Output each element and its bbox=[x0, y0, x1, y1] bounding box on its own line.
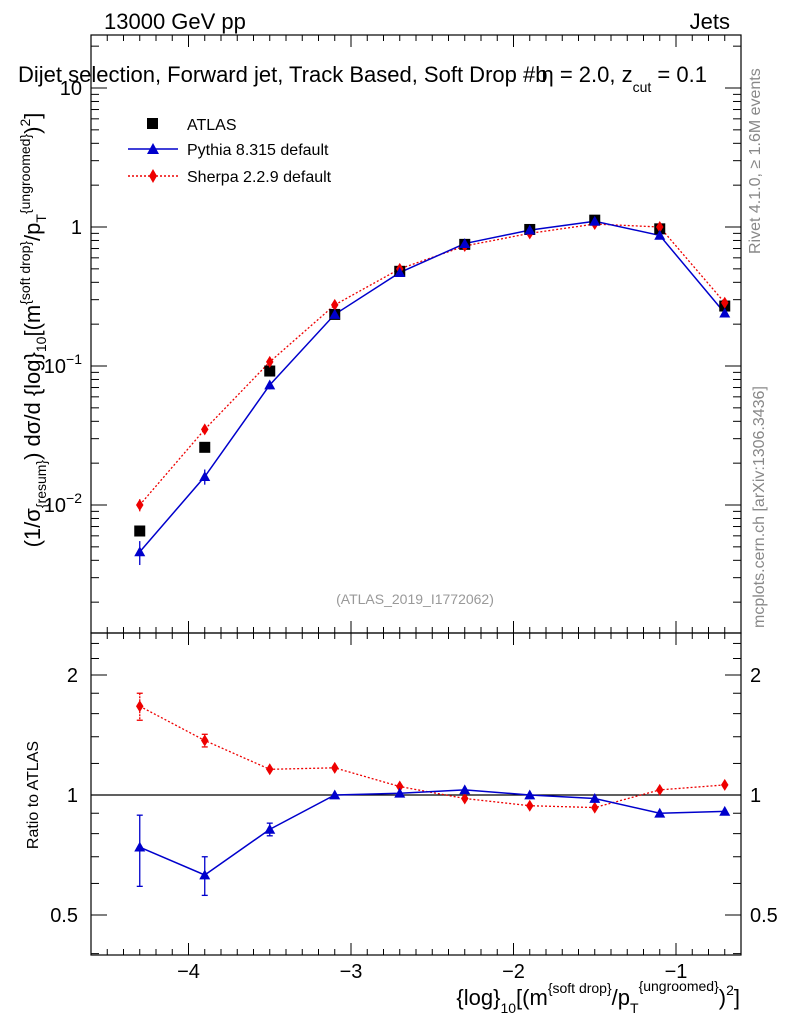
legend-atlas-label: ATLAS bbox=[187, 117, 237, 134]
pythia-ratio-point bbox=[719, 805, 731, 816]
y-tick-label-ratio-right: 1 bbox=[750, 785, 761, 807]
sherpa-ratio-point bbox=[656, 783, 664, 796]
sherpa-ratio-point bbox=[526, 799, 534, 812]
legend-pythia-label: Pythia 8.315 default bbox=[187, 142, 329, 159]
pythia-ratio-point bbox=[524, 789, 536, 800]
sherpa-data-point bbox=[201, 423, 209, 436]
x-tick-label: −1 bbox=[665, 961, 688, 983]
pythia-ratio-point bbox=[459, 784, 471, 795]
legend-sherpa-label: Sherpa 2.2.9 default bbox=[187, 169, 332, 186]
pythia-ratio-point bbox=[394, 787, 406, 798]
y-tick-label-main: 10 bbox=[60, 78, 82, 100]
pythia-data-point bbox=[134, 546, 146, 557]
y-tick-label-ratio: 2 bbox=[67, 665, 78, 687]
pythia-ratio-point bbox=[329, 789, 341, 800]
sherpa-ratio-point bbox=[396, 780, 404, 793]
x-tick-label: −2 bbox=[502, 961, 525, 983]
legend: ATLAS Pythia 8.315 default Sherpa 2.2.9 … bbox=[128, 117, 332, 186]
x-tick-label: −4 bbox=[177, 961, 200, 983]
pythia-data-point bbox=[329, 308, 341, 319]
y-tick-label-ratio-right: 0.5 bbox=[750, 905, 778, 927]
atlas-data-point bbox=[264, 365, 276, 377]
axis-tick-labels: −4 −3 −2 −1 10−2 10−1 1 10 0.5 0.5 1 1 2 2 bbox=[44, 78, 778, 983]
main-y-axis-label: (1/σ{resum}) dσ/d {log}10[(m{soft drop}/… bbox=[17, 113, 49, 548]
rivet-version-label: Rivet 4.1.0, ≥ 1.6M events bbox=[747, 68, 764, 254]
pythia-data-point bbox=[589, 215, 601, 226]
sherpa-ratio-point bbox=[136, 700, 144, 713]
pythia-data-point bbox=[264, 379, 276, 390]
pythia-ratio-line bbox=[139, 789, 725, 876]
legend-atlas-marker bbox=[147, 118, 158, 129]
x-axis-label: {log}10[(m{soft drop}/pT{ungroomed})2] bbox=[456, 978, 740, 1016]
sherpa-ratio-point bbox=[721, 778, 729, 791]
y-tick-label-ratio-right: 2 bbox=[750, 665, 761, 687]
legend-sherpa-marker bbox=[149, 169, 157, 183]
pythia-ratio-point bbox=[134, 841, 146, 852]
pythia-data-point bbox=[524, 224, 536, 235]
pythia-ratio-point bbox=[199, 869, 211, 880]
sherpa-ratio-line bbox=[139, 705, 725, 809]
atlas-data-point bbox=[199, 441, 211, 453]
header-tag: Jets bbox=[690, 9, 730, 34]
sherpa-data-point bbox=[656, 221, 664, 233]
header-collision: 13000 GeV pp bbox=[104, 9, 246, 34]
pythia-ratio-point bbox=[654, 807, 666, 818]
sherpa-main-line bbox=[139, 223, 726, 506]
analysis-watermark: (ATLAS_2019_I1772062) bbox=[336, 591, 494, 607]
pythia-main-line bbox=[139, 220, 726, 553]
sherpa-ratio-point bbox=[591, 801, 599, 814]
y-tick-label-ratio: 1 bbox=[67, 785, 78, 807]
y-tick-label-ratio: 0.5 bbox=[50, 905, 78, 927]
pythia-ratio-point bbox=[589, 792, 601, 803]
sherpa-data-point bbox=[136, 499, 144, 511]
plot-title: Dijet selection, Forward jet, Track Base… bbox=[18, 62, 707, 95]
atlas-data-point bbox=[134, 525, 146, 537]
y-tick-label-main: 10−1 bbox=[44, 351, 82, 378]
pythia-data-point bbox=[394, 267, 406, 277]
sherpa-data-point bbox=[331, 298, 339, 311]
y-tick-label-main: 1 bbox=[71, 217, 82, 239]
x-tick-label: −3 bbox=[340, 961, 363, 983]
pythia-data-point bbox=[654, 229, 666, 240]
sherpa-data-point bbox=[721, 296, 729, 309]
sherpa-ratio-point bbox=[266, 763, 274, 776]
pythia-data-point bbox=[459, 238, 471, 248]
pythia-data-point bbox=[719, 307, 731, 318]
sherpa-ratio-point bbox=[201, 734, 209, 747]
legend-pythia-marker bbox=[147, 143, 159, 154]
sherpa-ratio-point bbox=[461, 792, 469, 805]
sherpa-data-point bbox=[266, 355, 274, 368]
ratio-y-axis-label: Ratio to ATLAS bbox=[25, 741, 42, 849]
series-layer bbox=[91, 214, 741, 897]
pythia-data-point bbox=[199, 471, 211, 482]
sherpa-ratio-point bbox=[331, 761, 339, 774]
mcplots-label: mcplots.cern.ch [arXiv:1306.3436] bbox=[751, 386, 768, 628]
pythia-ratio-point bbox=[264, 823, 276, 834]
y-tick-label-main: 10−2 bbox=[44, 490, 82, 517]
